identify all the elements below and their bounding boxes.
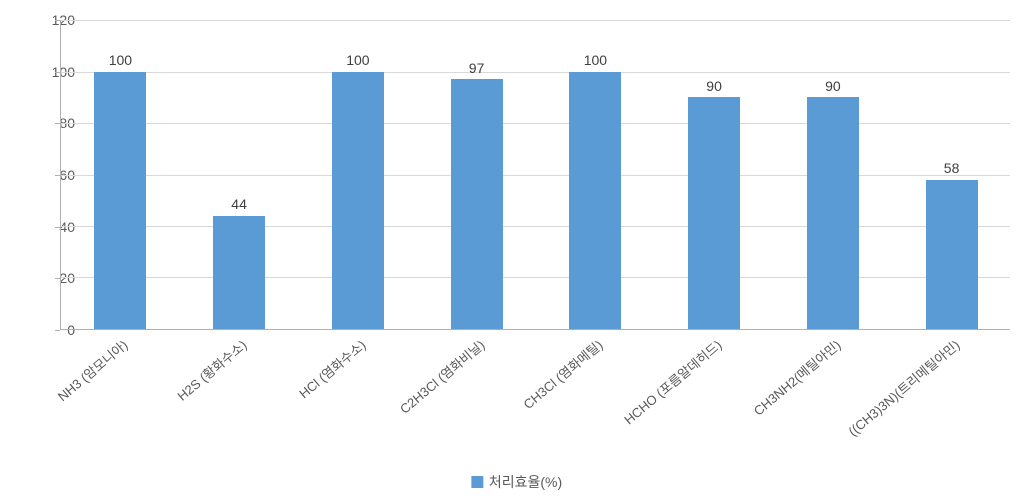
x-tick-label: H2S (황화수소) [173, 335, 251, 404]
bar [807, 97, 859, 329]
legend: 처리효율(%) [471, 472, 562, 492]
legend-label: 처리효율(%) [489, 472, 562, 492]
x-tick-label: CH3NH2(메틸아민) [749, 335, 844, 419]
bar-value-label: 90 [825, 78, 841, 94]
bar-value-label: 97 [469, 60, 485, 76]
bar-value-label: 100 [346, 52, 369, 68]
legend-swatch [471, 476, 483, 488]
bar-chart: 120 100 80 60 40 20 0 100 44 [0, 0, 1033, 502]
x-tick-label: HCHO (포름알데히드) [619, 335, 725, 428]
bar [332, 72, 384, 329]
bar [213, 216, 265, 329]
bar [451, 79, 503, 329]
bars-group: 100 44 100 97 100 90 90 58 [61, 20, 1010, 329]
bar-value-label: 90 [706, 78, 722, 94]
x-tick-label: CH3Cl (염화메틸) [519, 335, 607, 413]
bar [94, 72, 146, 329]
bar [569, 72, 621, 329]
bar [688, 97, 740, 329]
x-tick-label: ((CH3)3N)(트리메틸아민) [843, 335, 963, 440]
x-tick-label: C2H3Cl (염화비닐) [395, 335, 488, 417]
y-tick-mark [55, 330, 60, 331]
bar-value-label: 100 [584, 52, 607, 68]
bar-value-label: 44 [231, 196, 247, 212]
x-tick-label: HCl (염화수소) [294, 335, 369, 402]
x-tick-label: NH3 (암모니아) [53, 335, 131, 405]
bar [926, 180, 978, 329]
x-axis-labels: NH3 (암모니아) H2S (황화수소) HCl (염화수소) C2H3Cl … [60, 335, 1010, 465]
bar-value-label: 100 [109, 52, 132, 68]
bar-value-label: 58 [944, 160, 960, 176]
plot-area: 100 44 100 97 100 90 90 58 [60, 20, 1010, 330]
